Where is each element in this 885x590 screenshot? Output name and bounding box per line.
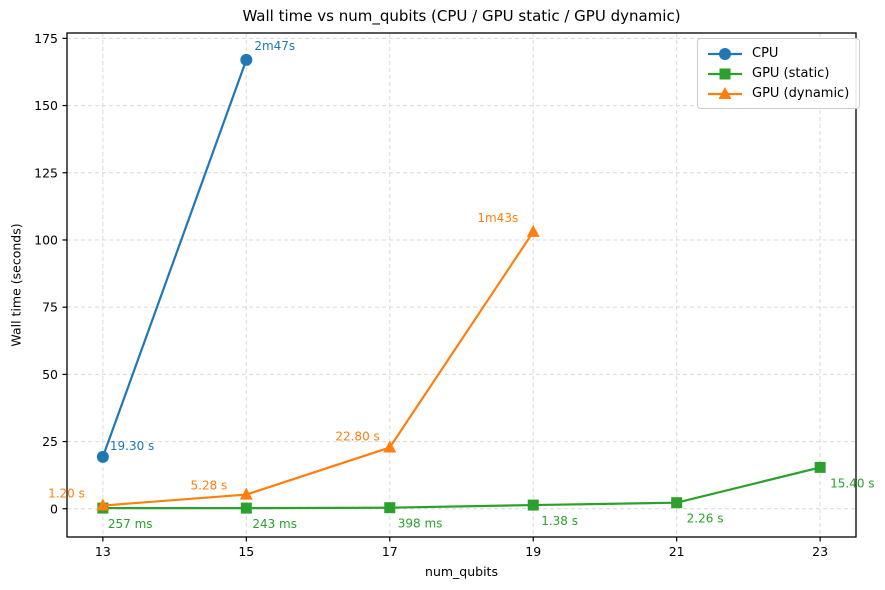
point-annotation: 243 ms	[252, 517, 297, 531]
data-point-marker	[384, 502, 396, 514]
y-tick-label: 25	[42, 434, 58, 449]
y-tick-label: 100	[34, 232, 58, 247]
data-point-marker	[239, 487, 253, 500]
y-tick-label: 175	[34, 31, 58, 46]
point-annotation: 1.38 s	[541, 514, 578, 528]
point-annotation: 1m43s	[477, 211, 518, 225]
data-point-marker	[527, 499, 539, 511]
data-point-marker	[814, 461, 826, 473]
data-point-marker	[671, 497, 683, 509]
legend-item-gpu-static: GPU (static)	[707, 65, 849, 82]
point-annotation: 398 ms	[398, 517, 443, 531]
legend-label: CPU	[752, 46, 779, 61]
point-annotation: 2.26 s	[687, 512, 724, 526]
tick-labels: 13 15 17 19 21 23 0 25 50 75 100 125 150 175	[34, 31, 828, 559]
x-tick-label: 17	[382, 544, 398, 559]
point-annotation: 5.28 s	[191, 479, 228, 493]
x-tick-label: 19	[525, 544, 541, 559]
y-axis-label: Wall time (seconds)	[8, 223, 24, 347]
legend-label: GPU (static)	[752, 66, 830, 81]
y-tick-label: 125	[34, 165, 58, 180]
point-annotation: 19.30 s	[110, 439, 154, 453]
x-tick-label: 21	[669, 544, 685, 559]
point-annotation: 15.40 s	[830, 476, 874, 490]
point-annotation: 257 ms	[108, 517, 153, 531]
x-axis-label: num_qubits	[425, 564, 498, 579]
y-tick-label: 150	[34, 98, 58, 113]
x-tick-label: 23	[812, 544, 828, 559]
legend-item-gpu-dynamic: GPU (dynamic)	[707, 85, 849, 102]
point-annotation: 2m47s	[254, 39, 295, 53]
legend: CPU GPU (static) GPU (dynamic)	[697, 38, 861, 109]
y-tick-label: 75	[42, 300, 58, 315]
data-point-marker	[383, 440, 397, 453]
legend-label: GPU (dynamic)	[752, 86, 850, 101]
gridlines	[67, 33, 856, 537]
legend-item-cpu: CPU	[707, 45, 849, 62]
y-tick-label: 0	[50, 501, 58, 516]
y-tick-label: 50	[42, 367, 58, 382]
x-tick-label: 13	[95, 544, 111, 559]
legend-marker	[718, 86, 732, 99]
data-point-marker	[240, 502, 252, 514]
legend-marker	[719, 47, 731, 60]
legend-triangle-marker-icon	[708, 86, 742, 99]
data-point-marker	[526, 224, 540, 237]
axes-spines	[66, 32, 857, 538]
chart-title: Wall time vs num_qubits (CPU / GPU stati…	[242, 7, 681, 25]
legend-circle-marker-icon	[708, 47, 742, 60]
data-point-marker	[96, 498, 110, 511]
axis-ticks	[62, 37, 821, 542]
legend-marker	[719, 68, 731, 79]
series-cpu: 19.30 s 2m47s	[96, 39, 295, 463]
point-annotation: 22.80 s	[335, 429, 379, 443]
data-point-marker	[240, 53, 253, 66]
data-point-marker	[96, 450, 109, 463]
x-tick-label: 15	[238, 544, 254, 559]
legend-square-marker-icon	[708, 68, 742, 79]
